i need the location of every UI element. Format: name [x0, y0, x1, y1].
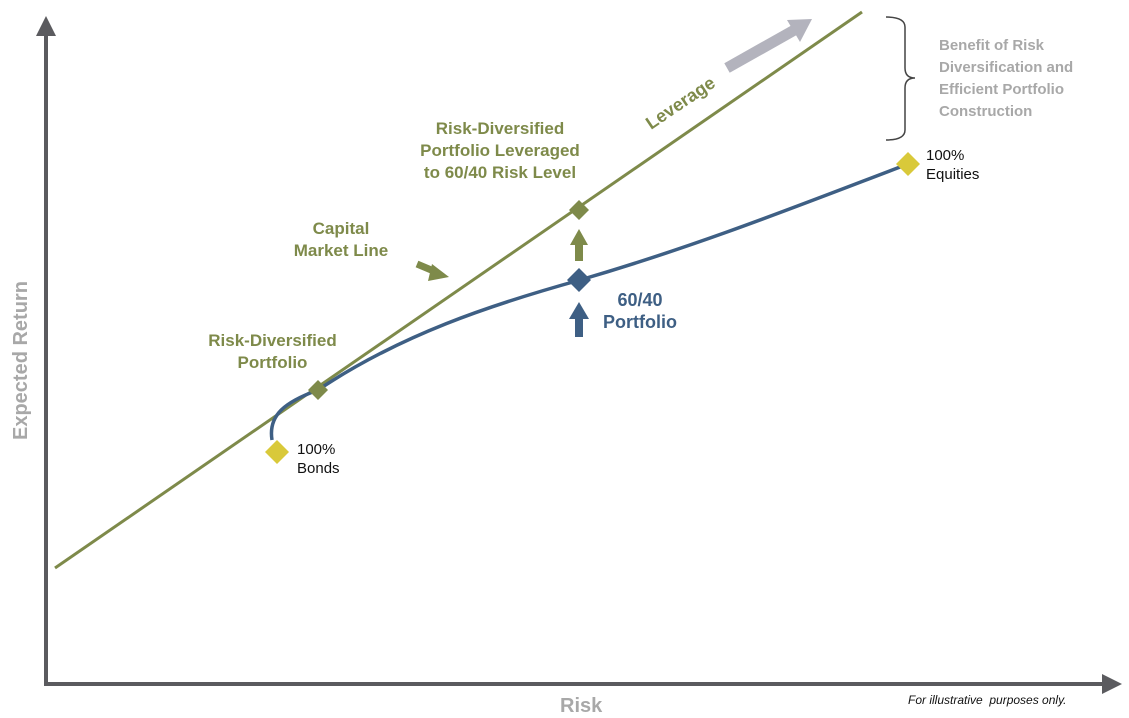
benefit-bracket [885, 16, 916, 141]
portfolio-6040-marker [567, 268, 591, 292]
cml-pointer-arrow [415, 260, 449, 281]
leverage-label: Leverage [642, 73, 719, 134]
bonds-label: 100% Bonds [297, 441, 340, 477]
y-axis-arrowhead [36, 16, 56, 36]
y-axis-label: Expected Return [10, 281, 32, 440]
axes [36, 16, 1122, 694]
efficient-frontier-curve [269, 162, 909, 441]
disclaimer-note: For illustrative purposes only. [908, 693, 1067, 707]
portfolio-up-arrow [569, 302, 589, 337]
leveraged-portfolio-label: Risk-Diversified Portfolio Leveraged to … [420, 119, 580, 182]
capital-market-line [54, 10, 863, 570]
bonds-marker [265, 440, 289, 464]
x-axis-label: Risk [560, 695, 603, 717]
x-axis-arrowhead [1102, 674, 1122, 694]
equities-marker [896, 152, 920, 176]
leverage-arrow [724, 19, 812, 73]
benefit-annotation: Benefit of Risk Diversification and Effi… [939, 37, 1074, 120]
leverage-up-arrow [570, 229, 588, 261]
leveraged-portfolio-marker [569, 200, 589, 220]
equities-label: 100% Equities [926, 147, 980, 183]
risk-diversified-marker [308, 380, 328, 400]
capital-market-line-label: Capital Market Line [293, 219, 389, 260]
portfolio-6040-label: 60/40 Portfolio [603, 290, 677, 332]
risk-diversified-portfolio-label: Risk-Diversified Portfolio [208, 331, 337, 372]
